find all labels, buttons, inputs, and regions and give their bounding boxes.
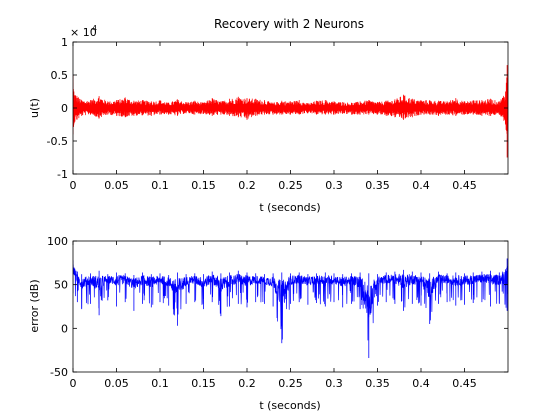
y-tick-label: -50 (50, 366, 68, 379)
x-tick-label: 0.45 (452, 377, 477, 390)
y-tick-label: 0.5 (51, 69, 69, 82)
y-scale-multiplier: × 10 (70, 26, 97, 39)
y-tick-label: -0.5 (47, 135, 68, 148)
error-subplot: 0 0.05 0.1 0.15 0.2 0.25 0.3 0.35 0.4 0.45 -50050… (28, 235, 509, 412)
x-tick-label: 0.4 (412, 179, 430, 192)
x-tick-label: 0.35 (365, 377, 390, 390)
y-tick-label: 0 (61, 322, 68, 335)
x-tick-label: 0.15 (191, 377, 216, 390)
x-tick-label: 0.05 (104, 377, 129, 390)
x-tick-label: 0.1 (151, 179, 169, 192)
y-tick-label: 1 (61, 36, 68, 49)
x-tick-label: 0.2 (238, 179, 256, 192)
x-tick-label: 0.4 (412, 377, 430, 390)
error-trace (73, 258, 508, 359)
y-tick-label: 0 (61, 102, 68, 115)
x-axis-label: t (seconds) (259, 201, 320, 214)
x-tick-label: 0.3 (325, 179, 343, 192)
y-axis: -50 0 50 100 (47, 235, 508, 379)
x-axis-label: t (seconds) (259, 399, 320, 412)
x-tick-label: 0.2 (238, 377, 256, 390)
y-axis-label: u(t) (28, 98, 41, 118)
y-axis-label: error (dB) (28, 279, 41, 332)
chart-title: Recovery with 2 Neurons (214, 17, 364, 31)
x-tick-label: 0.35 (365, 179, 390, 192)
x-tick-label: 0.1 (151, 377, 169, 390)
x-tick-label: 0.3 (325, 377, 343, 390)
x-tick-label: 0.25 (278, 179, 303, 192)
x-tick-label: 0 (70, 179, 77, 192)
y-tick-label: -1 (57, 168, 68, 181)
x-tick-label: 0 (70, 377, 77, 390)
x-axis: 0 0.05 0.1 0.15 0.2 0.25 0.3 0.35 0.4 0.45 (70, 241, 477, 390)
signal-trace (73, 65, 508, 158)
signal-subplot: Recovery with 2 Neurons 0 0.05 0.1 0.15 0.2 0… (28, 17, 509, 214)
x-tick-label: 0.15 (191, 179, 216, 192)
x-axis: 0 0.05 0.1 0.15 0.2 0.25 0.3 0.35 0.4 0.45 (70, 42, 477, 192)
x-tick-label: 0.45 (452, 179, 477, 192)
x-tick-label: 0.25 (278, 377, 303, 390)
y-scale-exponent: 4 (92, 24, 97, 33)
axes-box (72, 240, 509, 373)
y-axis: -1 -0.5 0 0.5 1 (47, 36, 508, 181)
y-tick-label: 100 (47, 235, 68, 248)
x-tick-label: 0.05 (104, 179, 129, 192)
y-tick-label: 50 (54, 279, 68, 292)
